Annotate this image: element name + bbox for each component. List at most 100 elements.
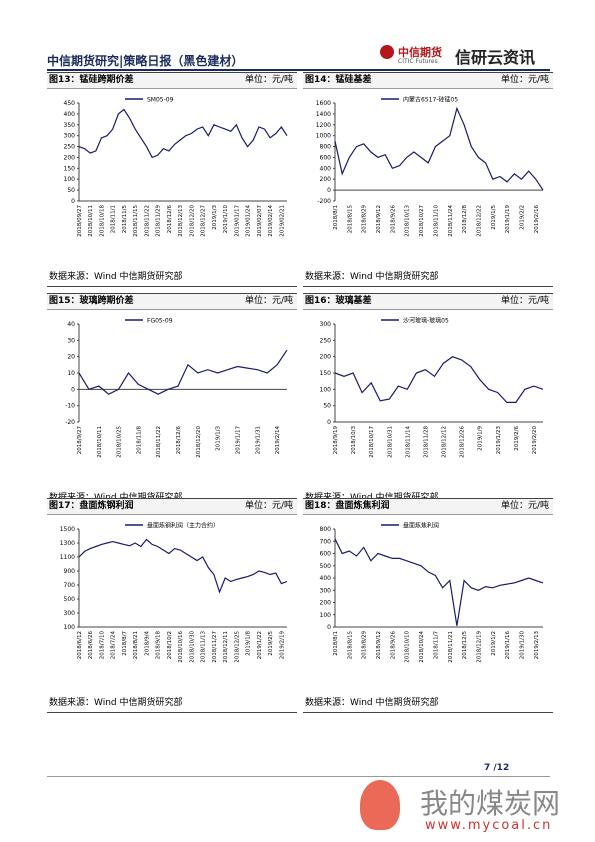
x-tick-label: 2018/11/8 [136,426,142,455]
y-tick-label: 600 [320,154,332,161]
x-tick-label: 2019/2/5 [268,631,274,656]
x-tick-label: 2019/1/31 [255,426,261,454]
footer-rule [47,776,550,777]
x-tick-label: 2018/12/26 [460,426,466,458]
series-line [334,106,544,191]
y-tick-label: 40 [67,321,75,328]
x-tick-label: 2018/8/15 [347,631,353,660]
x-tick-label: 2018/9/26 [390,631,396,660]
panel-title-bar: 图14：锰硅基差 单位：元/吨 [303,72,553,89]
x-tick-label: 2018/11/29 [156,205,162,237]
x-tick-label: 2018/9/27 [77,426,83,455]
y-tick-label: 1200 [316,122,331,129]
y-tick-label: -20 [65,419,75,426]
x-tick-label: 2019/1/8 [246,631,252,656]
watermark-url: www.mycoal.cn [425,818,553,833]
x-tick-label: 2018/10/10 [405,631,411,663]
y-tick-label: 400 [320,575,332,582]
legend-label: FG05-09 [147,318,173,325]
x-tick-label: 2019/1/16 [505,631,511,660]
panel-title: 图13：锰硅跨期价差 [49,75,134,85]
x-tick-label: 2018/11/22 [144,205,150,237]
x-tick-label: 2019/2/20 [532,426,538,455]
watermark-logo [360,780,400,830]
legend-label: 盘面炼钢利润（主力合约） [147,522,219,530]
series-line [78,108,288,159]
x-tick-label: 2018/6/26 [88,631,94,660]
chart-panel: 图16：玻璃基差 单位：元/吨 0 50 100 150 200 250 300 2018/9/1… [303,293,553,508]
x-tick-label: 2018/12/5 [462,631,468,660]
y-tick-label: 500 [64,596,76,603]
panel-unit: 单位：元/吨 [500,296,549,306]
y-tick-label: -200 [317,198,331,205]
y-tick-label: 0 [71,386,75,393]
panel-title: 图18：盘面炼焦利润 [305,501,390,511]
y-tick-label: 20 [67,354,75,361]
panel-source: 数据来源：Wind 中信期货研究部 [47,265,297,287]
y-tick-label: 200 [320,176,332,183]
series-line [78,538,288,594]
x-tick-label: 2018/9/12 [376,205,382,233]
y-tick-label: 200 [320,600,332,607]
watermark-text: 我的煤炭网 [420,787,561,820]
legend-label: 内蒙古6517-硅锰05 [403,96,458,104]
x-tick-label: 2018/11/21 [448,631,454,663]
y-tick-label: -10 [65,403,75,410]
chart: 0 50 100 150 200 250 300 2018/9/19 2018/10/3 2018… [320,317,544,458]
series-line [78,349,288,395]
y-tick-label: 50 [67,187,75,194]
x-tick-label: 2018/7/10 [99,631,105,660]
x-tick-label: 2018/8/1 [333,631,339,656]
y-tick-label: 50 [323,403,331,410]
y-tick-label: 30 [67,337,75,344]
chart: -20 -10 0 10 20 30 40 2018/9/27 2018/10/11 2018/1… [65,318,288,458]
x-tick-label: 2018/10/3 [351,426,357,455]
chart: 0 50 100 150 200 250 300 350 400 450 2018/09/27 201… [64,97,288,237]
chart-panel: 图14：锰硅基差 单位：元/吨 -200 0 200 400 600 800 1000 1200 1… [303,72,553,287]
panel-title: 图16：玻璃基差 [305,296,372,306]
y-tick-label: 200 [64,154,76,161]
x-tick-label: 2018/10/11 [88,205,94,237]
y-tick-label: 0 [71,198,75,205]
page-number: 7 /12 [484,763,510,773]
x-tick-label: 2018/10/16 [178,631,184,663]
y-tick-label: 200 [320,354,332,361]
panel-source: 数据来源：Wind 中信期货研究部 [303,265,553,287]
x-tick-label: 2018/8/15 [347,205,353,234]
x-tick-label: 2018/11/27 [212,631,218,663]
x-tick-label: 2018/10/31 [387,426,393,458]
y-tick-label: 1300 [60,540,75,547]
header-title: 中信期货研究|策略日报（黑色建材） [47,54,244,68]
x-tick-label: 2019/1/10 [223,205,229,234]
y-tick-label: 100 [64,624,76,631]
y-tick-label: 450 [64,100,76,107]
x-tick-label: 2018/10/17 [369,426,375,458]
x-tick-label: 2018/9/26 [390,205,396,234]
x-tick-label: 2018/9/4 [144,631,150,656]
series-line [334,356,544,403]
y-tick-label: 100 [320,612,332,619]
x-tick-label: 2018/8/29 [362,205,368,234]
x-tick-label: 2018/9/12 [376,631,382,659]
chart-panel: 图15：玻璃跨期价差 单位：元/吨 -20 -10 0 10 20 30 40 2018/9/27… [47,293,297,508]
logo-name: 中信期货 [398,46,442,59]
y-tick-label: 800 [320,526,332,533]
legend-label: SM05-09 [147,97,174,104]
y-tick-label: 10 [67,370,75,377]
panel-title-bar: 图16：玻璃基差 单位：元/吨 [303,293,553,310]
y-tick-label: 1000 [316,133,331,140]
x-tick-label: 2018/10/2 [167,631,173,659]
panel-title-bar: 图18：盘面炼焦利润 单位：元/吨 [303,498,553,515]
x-tick-label: 2018/11/14 [405,426,411,458]
y-tick-label: 300 [64,610,76,617]
x-tick-label: 2019/1/22 [257,631,263,659]
legend-label: 盘面炼焦利润 [403,522,439,530]
x-tick-label: 2019/1/3 [216,426,222,451]
x-tick-label: 2018/12/19 [476,631,482,663]
x-tick-label: 2018/12/6 [176,426,182,455]
x-tick-label: 2018/12/8 [462,205,468,234]
x-tick-label: 2018/11/7 [433,631,439,660]
x-tick-label: 2018/7/24 [111,631,117,660]
x-tick-label: 2018/6/12 [77,631,83,659]
